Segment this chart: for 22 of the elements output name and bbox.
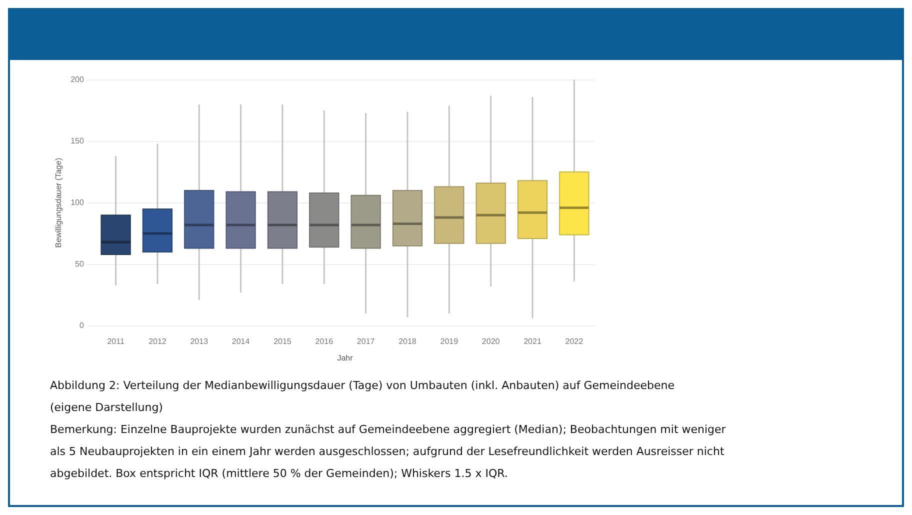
y-tick-label: 0 <box>79 321 84 330</box>
x-tick-label: 2018 <box>398 336 417 346</box>
x-tick-label: 2013 <box>190 336 209 346</box>
y-tick-label: 200 <box>70 75 84 84</box>
x-tick-label: 2012 <box>148 336 167 346</box>
y-tick-label: 150 <box>70 136 84 146</box>
text: Bemerkung: Einzelne Bauprojekte wurden zunächst auf Gemeindeebene aggregiert (Median); Beobachtungen mit weniger als 5 Neubauprojekten in ein einem Jahr werden ausgeschlossen; aufgrund der Lesefreundlichkeit werden Ausreisser nicht abgebildet. Box entspricht IQR (mittlere 50 % der Gemeinden); Whiskers 1.5 x IQR. <box>50 422 727 482</box>
x-tick-label: 2015 <box>274 336 292 346</box>
x-axis-title: Jahr <box>337 353 354 362</box>
y-axis-title: Bewilligungsdauer (Tage) <box>54 158 64 248</box>
x-tick-label: 2021 <box>524 336 542 346</box>
x-tick-label: 2022 <box>565 336 584 346</box>
x-tick-label: 2019 <box>440 336 459 346</box>
text: Abbildung 2: Verteilung der Medianbewilligungsdauer (Tage) von Umbauten (inkl. Anbauten) auf Gemeindeebene <box>50 378 676 394</box>
y-tick-label: 100 <box>70 198 84 208</box>
x-tick-label: 2011 <box>107 336 125 346</box>
y-tick-label: 50 <box>75 260 84 269</box>
x-tick-label: 2017 <box>356 336 376 346</box>
text: (eigene Darstellung) <box>50 400 164 416</box>
x-tick-label: 2016 <box>315 336 334 346</box>
x-tick-label: 2014 <box>232 336 250 346</box>
x-tick-label: 2020 <box>482 336 500 346</box>
